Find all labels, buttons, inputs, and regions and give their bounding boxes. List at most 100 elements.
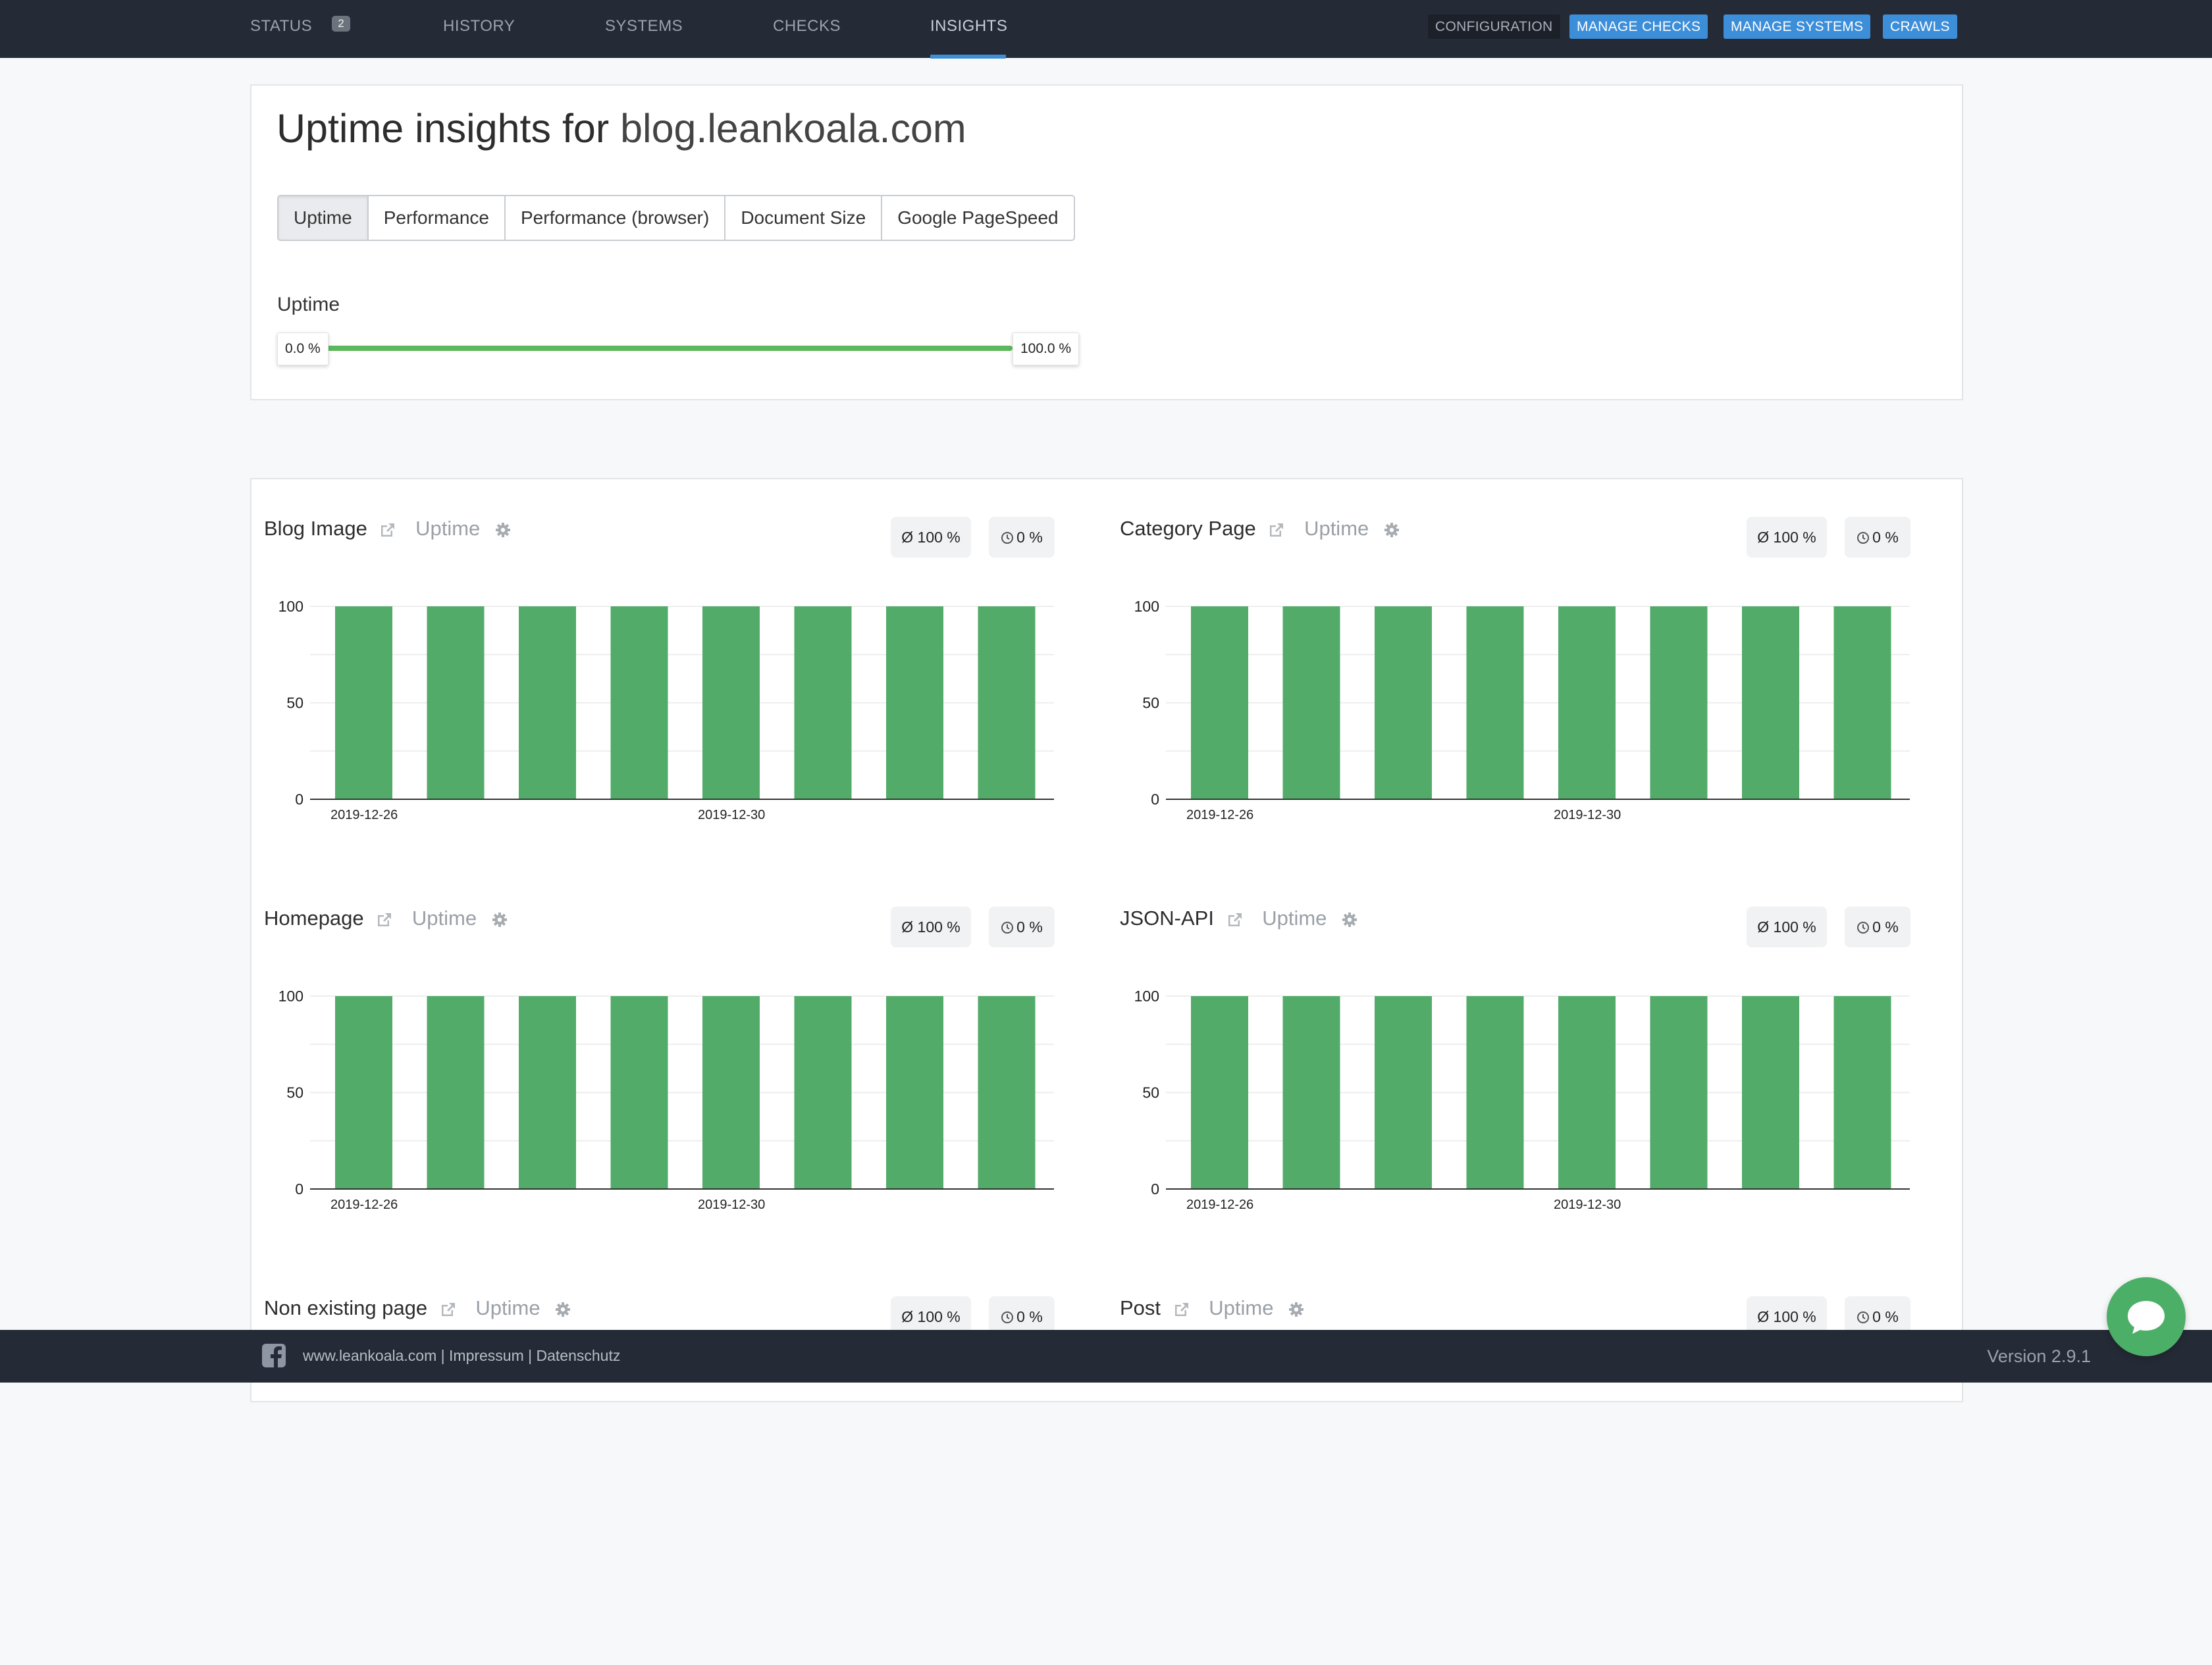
uptime-bar[interactable] (1466, 606, 1524, 799)
uptime-bar[interactable] (1742, 606, 1799, 799)
x-tick-label: 2019-12-30 (1554, 1198, 1621, 1212)
tab-uptime[interactable]: Uptime (278, 196, 369, 240)
tab-performance-browser[interactable]: Performance (browser) (506, 196, 726, 240)
check-name[interactable]: Category Page (1120, 517, 1256, 540)
average-uptime-badge: Ø 100 % (1747, 517, 1827, 558)
uptime-bar[interactable] (794, 996, 852, 1189)
check-name[interactable]: Non existing page (264, 1296, 428, 1319)
check-name[interactable]: Homepage (264, 907, 364, 930)
downtime-badge: 0 % (989, 517, 1055, 558)
nav-item-systems[interactable]: SYSTEMS (605, 0, 683, 58)
gear-icon[interactable] (1342, 912, 1357, 928)
uptime-bar[interactable] (427, 606, 485, 799)
check-name[interactable]: Post (1120, 1296, 1161, 1319)
uptime-bar[interactable] (794, 606, 852, 799)
uptime-bar[interactable] (1191, 606, 1248, 799)
check-metric-label: Uptime (415, 517, 481, 540)
nav-item-checks[interactable]: CHECKS (773, 0, 841, 58)
uptime-bar[interactable] (1375, 606, 1432, 799)
uptime-bar[interactable] (702, 606, 760, 799)
uptime-bar[interactable] (886, 996, 943, 1189)
x-tick-label: 2019-12-26 (1186, 1198, 1253, 1212)
uptime-bar[interactable] (1466, 996, 1524, 1189)
uptime-bar[interactable] (1191, 996, 1248, 1189)
range-slider-track[interactable] (327, 346, 1013, 351)
average-uptime-badge: Ø 100 % (1747, 907, 1827, 947)
check-metric-label: Uptime (1209, 1296, 1274, 1319)
uptime-bar[interactable] (1282, 606, 1340, 799)
crawls-button[interactable]: CRAWLS (1883, 14, 1957, 39)
range-slider-min-handle[interactable]: 0.0 % (277, 332, 329, 365)
nav-item-status[interactable]: STATUS (250, 0, 312, 58)
uptime-bar[interactable] (335, 606, 392, 799)
active-tab-indicator (930, 55, 1006, 59)
check-title: JSON-API Uptime (1120, 907, 1357, 930)
y-tick-label: 0 (295, 791, 303, 808)
external-link-icon[interactable] (1226, 911, 1244, 928)
check-metric-label: Uptime (1304, 517, 1369, 540)
uptime-bar[interactable] (1375, 996, 1432, 1189)
nav-item-history[interactable]: HISTORY (443, 0, 515, 58)
y-tick-label: 100 (1134, 988, 1159, 1005)
check-title: Homepage Uptime (264, 907, 508, 930)
downtime-value: 0 % (1016, 1308, 1043, 1325)
gear-icon[interactable] (1384, 522, 1400, 538)
uptime-bar-chart: 0 50 100 2019-12-26 2019-12-30 (278, 598, 1054, 822)
downtime-value: 0 % (1872, 529, 1899, 546)
range-slider-max-handle[interactable]: 100.0 % (1013, 332, 1080, 365)
y-tick-label: 0 (1151, 1180, 1159, 1198)
uptime-bar[interactable] (519, 606, 576, 799)
facebook-icon[interactable] (262, 1344, 286, 1367)
uptime-bar-chart: 0 50 100 2019-12-26 2019-12-30 (1134, 598, 1910, 822)
check-name[interactable]: JSON-API (1120, 907, 1214, 930)
uptime-bar[interactable] (886, 606, 943, 799)
uptime-bar[interactable] (1650, 606, 1708, 799)
gear-icon[interactable] (492, 912, 508, 928)
uptime-bar[interactable] (702, 996, 760, 1189)
footer-links[interactable]: www.leankoala.com | Impressum | Datensch… (303, 1347, 621, 1364)
page-title-host: blog.leankoala.com (620, 106, 966, 151)
external-link-icon[interactable] (376, 911, 393, 928)
uptime-bar[interactable] (427, 996, 485, 1189)
uptime-bar[interactable] (1833, 996, 1891, 1189)
clock-icon (1857, 922, 1870, 934)
configuration-button[interactable]: CONFIGURATION (1428, 14, 1560, 39)
uptime-bar[interactable] (1282, 996, 1340, 1189)
page-title: Uptime insights for blog.leankoala.com (276, 105, 966, 151)
uptime-bar[interactable] (1742, 996, 1799, 1189)
check-metric-label: Uptime (1262, 907, 1327, 930)
nav-item-label: CHECKS (773, 17, 841, 35)
check-title: Blog Image Uptime (264, 517, 511, 541)
uptime-bar[interactable] (978, 606, 1036, 799)
uptime-bar[interactable] (1558, 996, 1616, 1189)
gear-icon[interactable] (1288, 1302, 1304, 1317)
uptime-bar[interactable] (1833, 606, 1891, 799)
uptime-bar[interactable] (1558, 606, 1616, 799)
check-name[interactable]: Blog Image (264, 517, 367, 540)
tab-performance[interactable]: Performance (369, 196, 506, 240)
uptime-bar[interactable] (610, 996, 668, 1189)
check-title: Category Page Uptime (1120, 517, 1400, 541)
nav-item-insights[interactable]: INSIGHTS (930, 0, 1007, 58)
uptime-bar[interactable] (978, 996, 1036, 1189)
tab-google-pagespeed[interactable]: Google PageSpeed (897, 207, 1059, 228)
y-tick-label: 50 (286, 1084, 303, 1101)
manage-systems-button[interactable]: MANAGE SYSTEMS (1724, 14, 1871, 39)
gear-icon[interactable] (555, 1302, 571, 1317)
uptime-bar[interactable] (610, 606, 668, 799)
external-link-icon[interactable] (379, 521, 396, 539)
app-version: Version 2.9.1 (1987, 1346, 2091, 1366)
x-tick-label: 2019-12-30 (698, 1198, 765, 1212)
external-link-icon[interactable] (440, 1301, 457, 1318)
x-tick-label: 2019-12-26 (1186, 808, 1253, 822)
manage-checks-button[interactable]: MANAGE CHECKS (1569, 14, 1708, 39)
external-link-icon[interactable] (1268, 521, 1285, 539)
uptime-bar[interactable] (335, 996, 392, 1189)
downtime-badge: 0 % (1845, 907, 1910, 947)
uptime-bar[interactable] (519, 996, 576, 1189)
uptime-bar[interactable] (1650, 996, 1708, 1189)
external-link-icon[interactable] (1173, 1301, 1190, 1318)
chat-button[interactable] (2107, 1277, 2186, 1356)
gear-icon[interactable] (495, 522, 511, 538)
tab-document-size[interactable]: Document Size (725, 196, 883, 240)
